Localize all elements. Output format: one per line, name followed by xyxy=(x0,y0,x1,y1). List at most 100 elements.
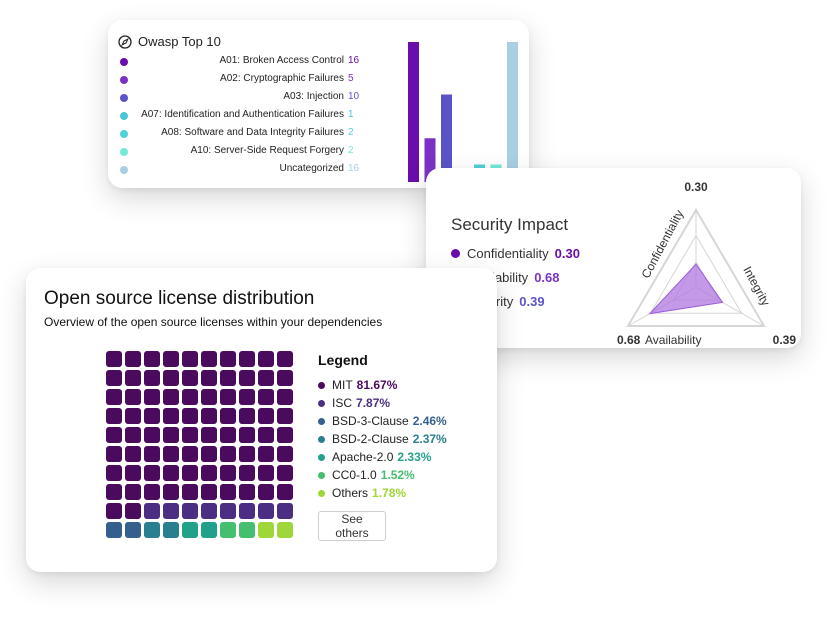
bar-a01 xyxy=(408,42,419,182)
radar-axis-label-confidentiality: Confidentiality xyxy=(639,208,687,281)
owasp-row: A08: Software and Data Integrity Failure… xyxy=(118,126,358,142)
legend-item: MIT 81.67% xyxy=(318,378,397,394)
waffle-cell xyxy=(258,370,274,386)
legend-label: Apache-2.0 xyxy=(332,450,394,464)
waffle-cell xyxy=(277,427,293,443)
waffle-cell xyxy=(163,408,179,424)
waffle-cell xyxy=(182,389,198,405)
waffle-cell xyxy=(239,370,255,386)
owasp-row-label: A02: Cryptographic Failures xyxy=(220,73,344,84)
waffle-cell xyxy=(163,389,179,405)
waffle-cell xyxy=(182,503,198,519)
waffle-cell xyxy=(182,427,198,443)
waffle-cell xyxy=(125,389,141,405)
legend-label: CC0-1.0 xyxy=(332,468,377,482)
waffle-cell xyxy=(106,503,122,519)
waffle-cell xyxy=(239,389,255,405)
waffle-cell xyxy=(201,465,217,481)
owasp-row-count: 2 xyxy=(348,145,354,156)
waffle-cell xyxy=(163,465,179,481)
waffle-cell xyxy=(201,446,217,462)
waffle-cell xyxy=(239,427,255,443)
legend-dot xyxy=(120,166,128,174)
owasp-row-label: A01: Broken Access Control xyxy=(219,55,344,66)
owasp-title: Owasp Top 10 xyxy=(118,34,221,49)
waffle-cell xyxy=(220,351,236,367)
waffle-cell xyxy=(144,427,160,443)
waffle-cell xyxy=(277,389,293,405)
see-others-button[interactable]: See others xyxy=(318,511,386,541)
legend-percent: 81.67% xyxy=(356,378,398,392)
radar-value-bottom-right: 0.39 xyxy=(773,333,797,347)
waffle-cell xyxy=(220,389,236,405)
waffle-cell xyxy=(258,446,274,462)
waffle-cell xyxy=(277,370,293,386)
license-subtitle: Overview of the open source licenses wit… xyxy=(44,315,383,329)
owasp-row: Uncategorized 16 xyxy=(118,162,360,178)
legend-dot xyxy=(120,76,128,84)
legend-label: BSD-3-Clause xyxy=(332,414,409,428)
legend-item: BSD-3-Clause 2.46% xyxy=(318,414,447,430)
waffle-cell xyxy=(182,465,198,481)
radar-axis-label-availability: Availability xyxy=(645,333,701,347)
owasp-row-count: 16 xyxy=(348,163,360,174)
bar-a02 xyxy=(424,138,436,182)
owasp-row-label: A08: Software and Data Integrity Failure… xyxy=(161,127,344,138)
waffle-cell xyxy=(125,351,141,367)
waffle-cell xyxy=(201,484,217,500)
waffle-cell xyxy=(239,465,255,481)
radar-grid xyxy=(649,234,743,314)
owasp-row-count: 16 xyxy=(348,55,360,66)
waffle-cell xyxy=(163,522,179,538)
legend-dot xyxy=(120,130,128,138)
legend-dot xyxy=(318,400,325,407)
waffle-cell xyxy=(125,446,141,462)
legend-label: BSD-2-Clause xyxy=(332,432,409,446)
legend-item: ISC 7.87% xyxy=(318,396,390,412)
waffle-cell xyxy=(239,503,255,519)
legend-title: Legend xyxy=(318,352,368,368)
waffle-cell xyxy=(220,370,236,386)
radar-grid xyxy=(626,208,766,327)
waffle-cell xyxy=(106,522,122,538)
bar-a03 xyxy=(441,94,452,182)
waffle-cell xyxy=(201,503,217,519)
owasp-row-count: 1 xyxy=(348,109,354,120)
bar-uncategorized xyxy=(507,42,518,182)
legend-item: Others 1.78% xyxy=(318,486,406,502)
waffle-cell xyxy=(182,484,198,500)
legend-dot xyxy=(318,418,325,425)
waffle-cell xyxy=(163,370,179,386)
owasp-row-label: A07: Identification and Authentication F… xyxy=(141,109,344,120)
owasp-bar-chart xyxy=(408,42,518,182)
waffle-cell xyxy=(144,351,160,367)
legend-percent: 2.46% xyxy=(412,414,447,428)
waffle-cell xyxy=(106,408,122,424)
legend-percent: 7.87% xyxy=(356,396,391,410)
waffle-cell xyxy=(163,503,179,519)
waffle-cell xyxy=(277,503,293,519)
waffle-cell xyxy=(220,446,236,462)
owasp-row: A03: Injection 10 xyxy=(118,90,359,106)
waffle-cell xyxy=(106,389,122,405)
owasp-row-label: A03: Injection xyxy=(283,91,344,102)
legend-percent: 1.52% xyxy=(380,468,415,482)
legend-dot xyxy=(120,112,128,120)
waffle-cell xyxy=(201,351,217,367)
waffle-cell xyxy=(144,465,160,481)
license-waffle-chart xyxy=(106,351,293,538)
waffle-cell xyxy=(125,522,141,538)
legend-dot xyxy=(318,436,325,443)
legend-item: BSD-2-Clause 2.37% xyxy=(318,432,447,448)
license-title: Open source license distribution xyxy=(44,288,315,309)
waffle-cell xyxy=(220,522,236,538)
waffle-cell xyxy=(220,465,236,481)
waffle-cell xyxy=(144,446,160,462)
waffle-cell xyxy=(163,484,179,500)
waffle-cell xyxy=(106,427,122,443)
waffle-cell xyxy=(182,351,198,367)
waffle-cell xyxy=(182,408,198,424)
waffle-cell xyxy=(125,408,141,424)
waffle-cell xyxy=(144,522,160,538)
waffle-cell xyxy=(258,484,274,500)
